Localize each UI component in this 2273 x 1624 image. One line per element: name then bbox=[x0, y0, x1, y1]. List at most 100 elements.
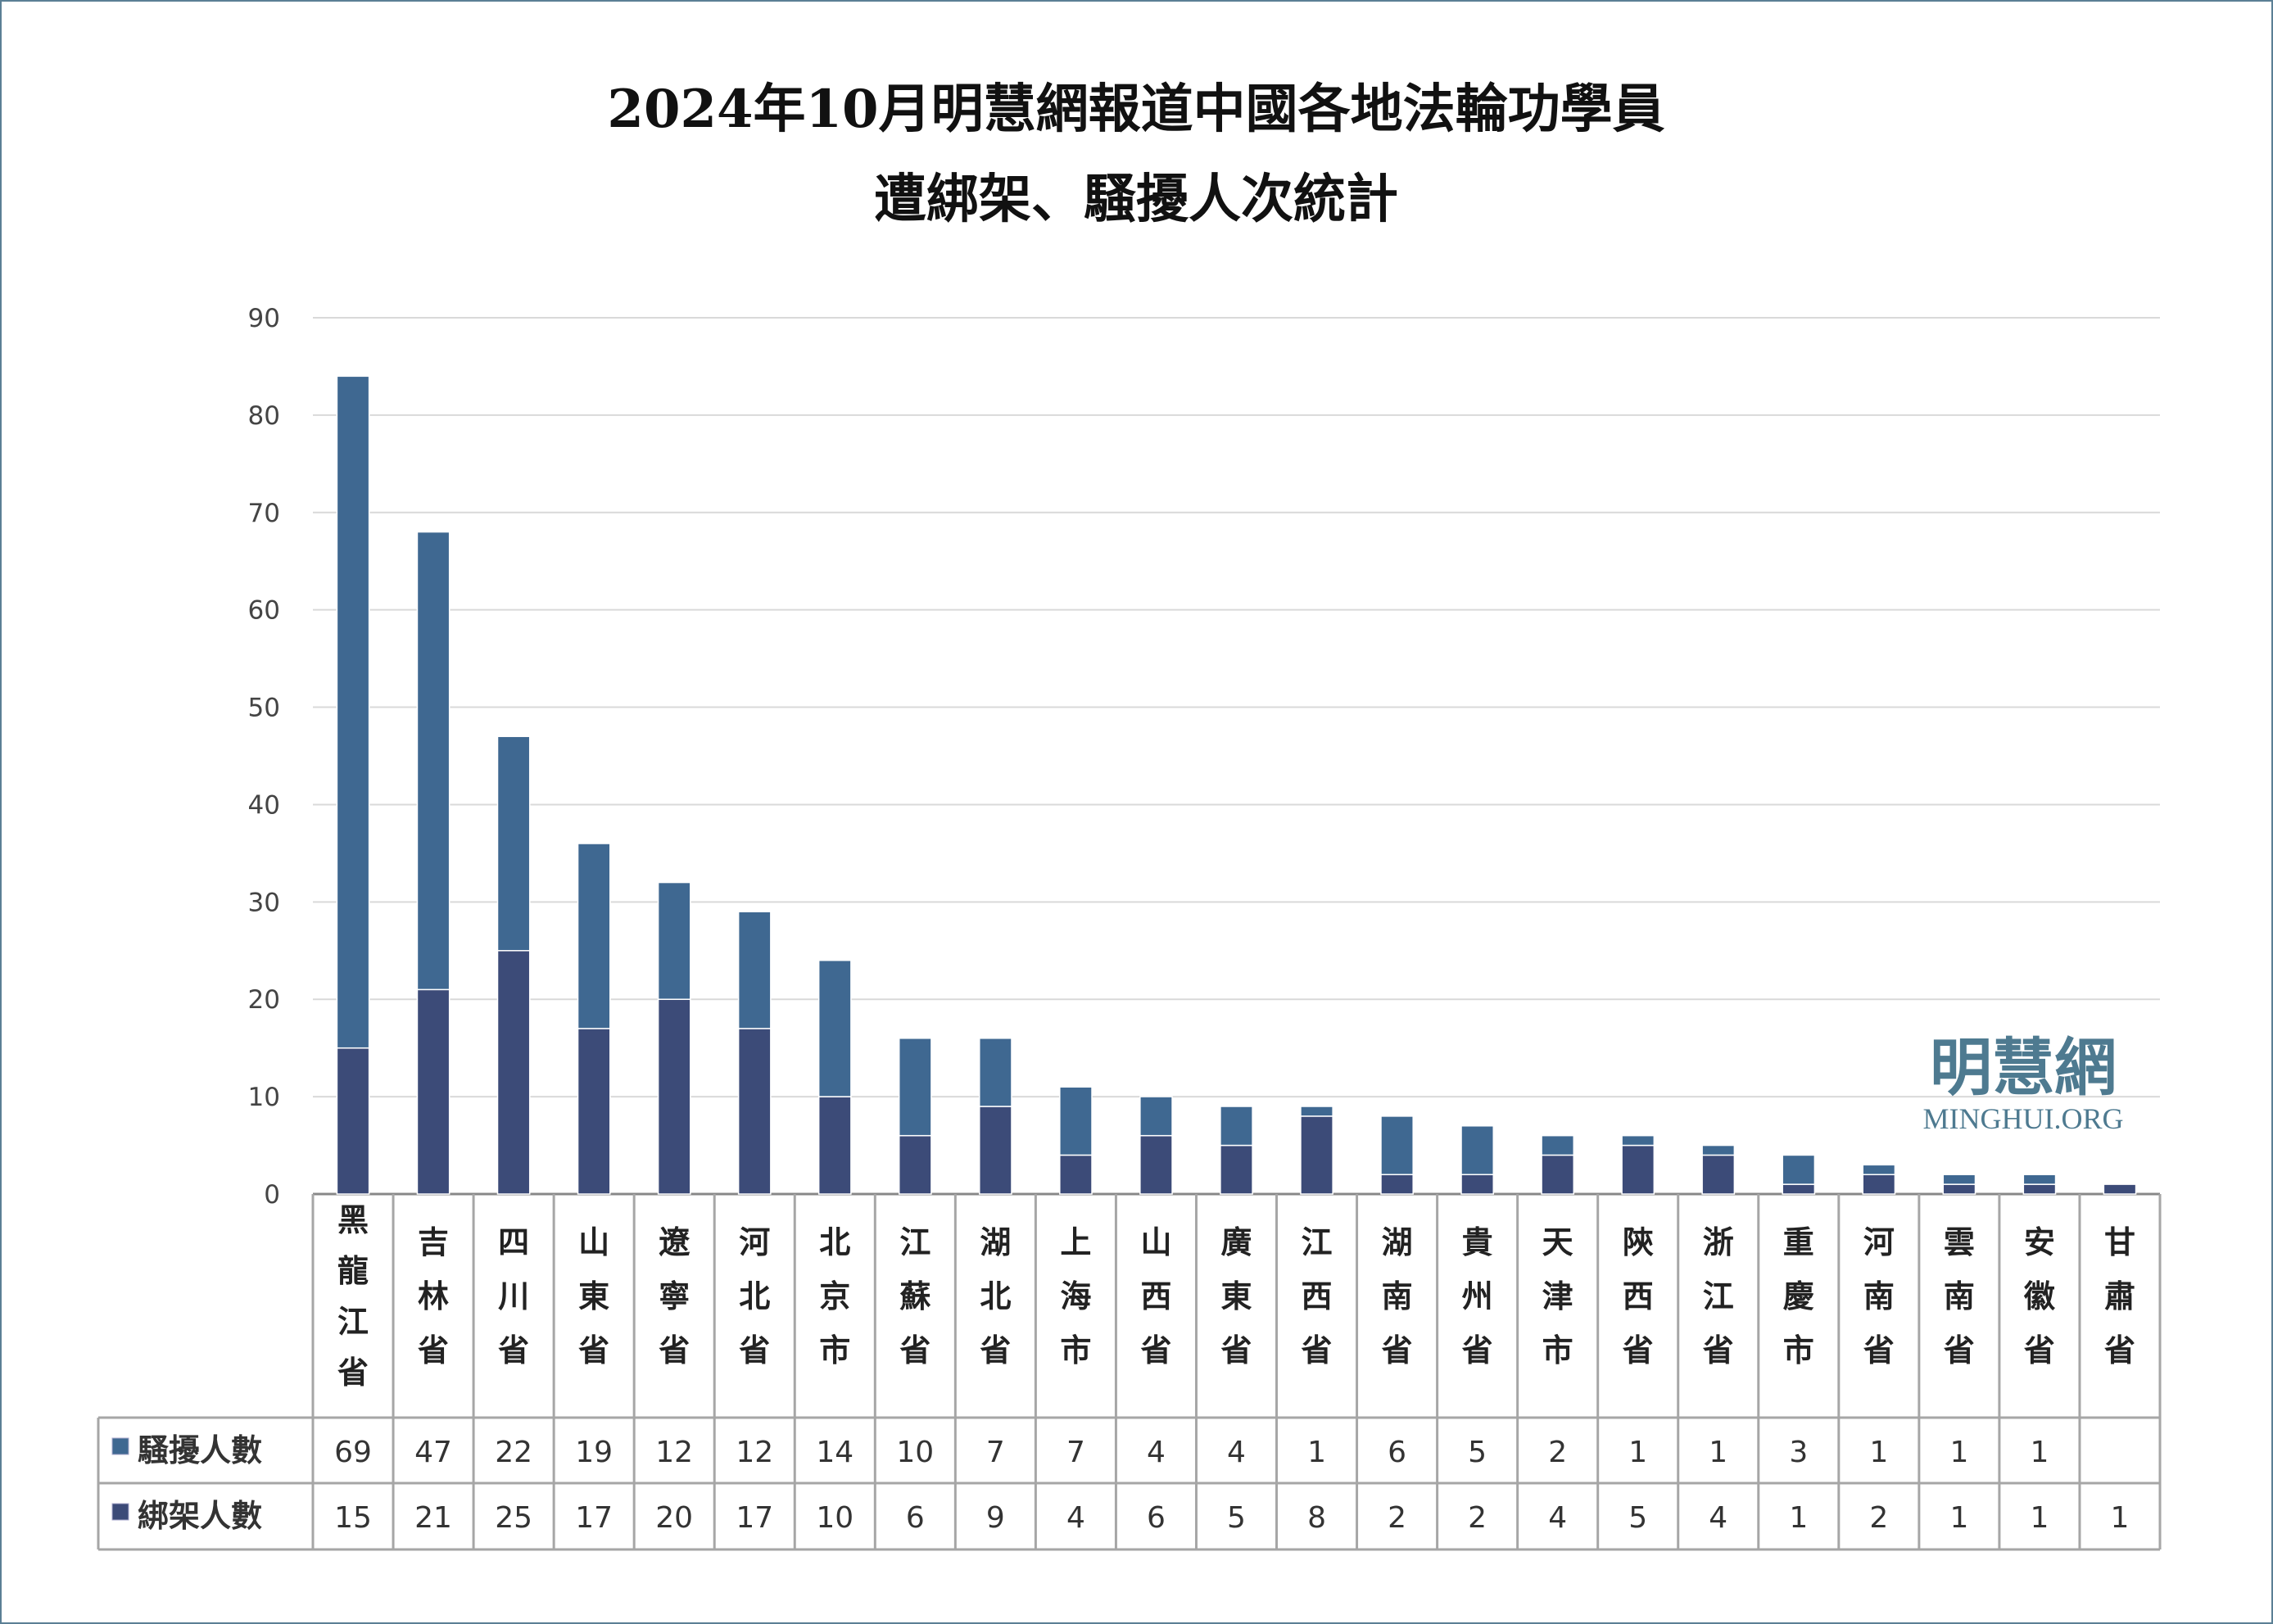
bar-abduction bbox=[979, 1106, 1012, 1195]
y-tick-label: 80 bbox=[248, 401, 280, 431]
category-label: 山西省 bbox=[1140, 1224, 1171, 1368]
table-cell: 17 bbox=[736, 1501, 773, 1535]
table-cell: 25 bbox=[495, 1501, 532, 1535]
table-cell: 22 bbox=[495, 1436, 532, 1469]
bar-harassment bbox=[898, 1038, 932, 1137]
bar-harassment bbox=[657, 881, 691, 1000]
table-cell: 20 bbox=[655, 1501, 693, 1535]
y-tick-label: 0 bbox=[264, 1180, 280, 1210]
table-cell: 2 bbox=[1388, 1501, 1406, 1535]
bar-abduction bbox=[737, 1028, 772, 1195]
table-cell: 1 bbox=[1949, 1501, 1968, 1535]
category-label: 雲南省 bbox=[1944, 1224, 1975, 1368]
bar-abduction bbox=[1942, 1183, 1976, 1195]
category-label: 浙江省 bbox=[1703, 1224, 1734, 1368]
bar-abduction bbox=[1701, 1154, 1736, 1195]
table-cell: 1 bbox=[1307, 1436, 1326, 1469]
watermark-latin: MINGHUI.ORG bbox=[1923, 1102, 2124, 1135]
table-cell: 69 bbox=[334, 1436, 372, 1469]
bar-abduction bbox=[1220, 1144, 1253, 1195]
table-cell: 4 bbox=[1066, 1501, 1085, 1535]
y-tick-label: 30 bbox=[248, 888, 280, 917]
table-cell: 7 bbox=[986, 1436, 1005, 1469]
bar-abduction bbox=[1059, 1154, 1093, 1195]
table-cell: 10 bbox=[816, 1501, 854, 1535]
bar-harassment bbox=[1541, 1134, 1575, 1156]
legend-swatch bbox=[111, 1437, 129, 1455]
category-label: 陝西省 bbox=[1623, 1224, 1654, 1368]
bar-abduction bbox=[657, 998, 691, 1195]
bar-harassment bbox=[2022, 1174, 2057, 1185]
bar-harassment bbox=[979, 1038, 1012, 1107]
table-cell: 6 bbox=[1147, 1501, 1166, 1535]
category-label: 山東省 bbox=[578, 1224, 609, 1368]
table-cell: 6 bbox=[1388, 1436, 1406, 1469]
y-tick-label: 10 bbox=[248, 1083, 280, 1112]
bar-harassment bbox=[416, 531, 451, 991]
table-cell: 4 bbox=[1227, 1436, 1246, 1469]
table-cell: 21 bbox=[414, 1501, 452, 1535]
table-cell: 1 bbox=[1789, 1501, 1808, 1535]
category-label: 河北省 bbox=[739, 1224, 770, 1368]
table-cell: 10 bbox=[896, 1436, 934, 1469]
table-cell: 5 bbox=[1628, 1501, 1647, 1535]
legend-label: 騷擾人數 bbox=[138, 1432, 262, 1468]
category-label: 安徽省 bbox=[2023, 1224, 2056, 1368]
table-cell: 1 bbox=[1709, 1436, 1727, 1469]
bar-harassment bbox=[817, 959, 852, 1097]
category-label: 湖北省 bbox=[980, 1224, 1011, 1368]
table-cell: 6 bbox=[906, 1501, 925, 1535]
bar-harassment bbox=[737, 911, 772, 1029]
bar-harassment bbox=[336, 375, 370, 1049]
category-label: 四川省 bbox=[498, 1224, 529, 1368]
category-label: 河南省 bbox=[1863, 1224, 1895, 1368]
table-cell: 5 bbox=[1468, 1436, 1487, 1469]
bar-harassment bbox=[1621, 1134, 1655, 1147]
bar-harassment bbox=[577, 843, 611, 1029]
bar-abduction bbox=[898, 1134, 932, 1195]
bar-harassment bbox=[1460, 1125, 1494, 1175]
bar-abduction bbox=[817, 1096, 852, 1195]
bar-abduction bbox=[2103, 1183, 2137, 1195]
bar-abduction bbox=[1460, 1174, 1494, 1195]
table-cell: 9 bbox=[986, 1501, 1005, 1535]
chart-subtitle: 遭綁架、騷擾人次統計 bbox=[874, 169, 1398, 230]
table-cell: 12 bbox=[655, 1436, 693, 1469]
bar-harassment bbox=[1300, 1106, 1333, 1117]
table-cell: 12 bbox=[736, 1436, 773, 1469]
bar-harassment bbox=[1139, 1096, 1173, 1137]
bar-harassment bbox=[496, 735, 531, 952]
watermark-chinese: 明慧網 bbox=[1930, 1031, 2117, 1104]
bar-harassment bbox=[1782, 1154, 1816, 1185]
bar-abduction bbox=[1621, 1144, 1655, 1195]
category-label: 貴州省 bbox=[1462, 1224, 1493, 1368]
table-cell: 8 bbox=[1307, 1501, 1326, 1535]
table-cell: 1 bbox=[1949, 1436, 1968, 1469]
table-cell: 2 bbox=[1468, 1501, 1487, 1535]
table-cell: 4 bbox=[1709, 1501, 1727, 1535]
y-tick-label: 60 bbox=[248, 596, 280, 626]
bar-abduction bbox=[416, 988, 451, 1195]
bar-harassment bbox=[1701, 1144, 1736, 1156]
bar-abduction bbox=[1862, 1174, 1896, 1195]
table-cell: 3 bbox=[1789, 1436, 1808, 1469]
bar-harassment bbox=[1862, 1164, 1896, 1175]
category-label: 重慶市 bbox=[1783, 1224, 1814, 1368]
table-cell: 2 bbox=[1548, 1436, 1567, 1469]
category-label: 吉林省 bbox=[418, 1224, 449, 1368]
table-cell: 4 bbox=[1147, 1436, 1166, 1469]
watermark-logo: 明慧網 MINGHUI.ORG bbox=[1923, 1031, 2124, 1135]
table-cell: 2 bbox=[1869, 1501, 1888, 1535]
legend-label: 綁架人數 bbox=[138, 1498, 262, 1534]
table-cell: 4 bbox=[1548, 1501, 1567, 1535]
table-cell: 7 bbox=[1066, 1436, 1085, 1469]
category-label: 甘肅省 bbox=[2104, 1224, 2135, 1368]
bar-abduction bbox=[1300, 1115, 1333, 1195]
bar-abduction bbox=[1380, 1174, 1414, 1195]
table-cell: 1 bbox=[2111, 1501, 2130, 1535]
bar-abduction bbox=[2022, 1183, 2057, 1195]
y-tick-label: 20 bbox=[248, 985, 280, 1015]
table-cell: 5 bbox=[1227, 1501, 1246, 1535]
